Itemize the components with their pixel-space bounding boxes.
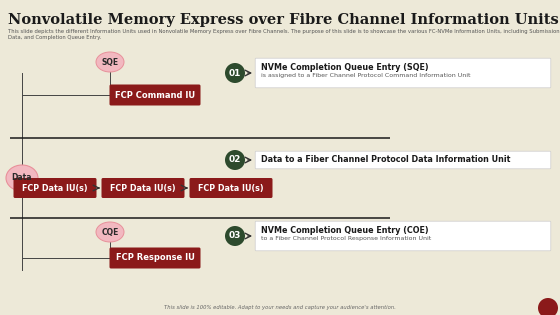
Text: SQE: SQE [101, 58, 119, 66]
FancyBboxPatch shape [101, 178, 184, 198]
Text: 01: 01 [229, 68, 241, 77]
Text: is assigned to a Fiber Channel Protocol Command Information Unit: is assigned to a Fiber Channel Protocol … [261, 73, 470, 78]
FancyBboxPatch shape [255, 58, 551, 88]
Text: CQE: CQE [101, 227, 119, 237]
FancyBboxPatch shape [13, 178, 96, 198]
Text: Data to a Fiber Channel Protocol Data Information Unit: Data to a Fiber Channel Protocol Data In… [261, 156, 510, 164]
Text: Data: Data [12, 174, 32, 182]
Text: FCP Data IU(s): FCP Data IU(s) [198, 184, 264, 192]
FancyBboxPatch shape [110, 248, 200, 268]
Text: 03: 03 [229, 232, 241, 240]
Ellipse shape [96, 222, 124, 242]
Text: FCP Response IU: FCP Response IU [115, 254, 194, 262]
Circle shape [538, 298, 558, 315]
FancyBboxPatch shape [110, 84, 200, 106]
Text: FCP Command IU: FCP Command IU [115, 90, 195, 100]
Text: NVMe Completion Queue Entry (SQE): NVMe Completion Queue Entry (SQE) [261, 63, 428, 72]
Text: This slide depicts the different Information Units used in Nonvolatile Memory Ex: This slide depicts the different Informa… [8, 29, 560, 40]
Text: NVMe Completion Queue Entry (COE): NVMe Completion Queue Entry (COE) [261, 226, 428, 235]
Text: Nonvolatile Memory Express over Fibre Channel Information Units: Nonvolatile Memory Express over Fibre Ch… [8, 13, 559, 27]
FancyBboxPatch shape [255, 151, 551, 169]
Text: FCP Data IU(s): FCP Data IU(s) [110, 184, 176, 192]
FancyBboxPatch shape [189, 178, 273, 198]
Ellipse shape [96, 52, 124, 72]
FancyBboxPatch shape [255, 221, 551, 251]
Ellipse shape [6, 165, 38, 191]
Text: FCP Data IU(s): FCP Data IU(s) [22, 184, 88, 192]
Text: This slide is 100% editable. Adapt to your needs and capture your audience's att: This slide is 100% editable. Adapt to yo… [164, 305, 396, 310]
Circle shape [225, 63, 245, 83]
Text: to a Fiber Channel Protocol Response Information Unit: to a Fiber Channel Protocol Response Inf… [261, 236, 431, 241]
Circle shape [225, 150, 245, 170]
Text: 02: 02 [229, 156, 241, 164]
Circle shape [225, 226, 245, 246]
